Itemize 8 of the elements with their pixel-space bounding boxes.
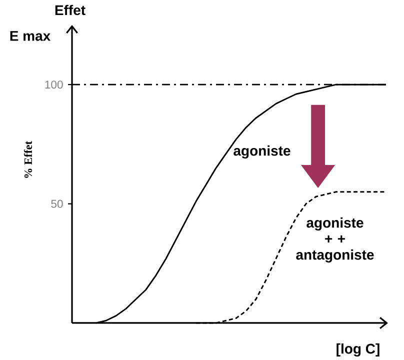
y-tick-label: 50	[51, 200, 63, 208]
text: E max	[10, 31, 50, 41]
series-label: agoniste + + antagoniste	[296, 217, 374, 263]
chart-title: Effet	[55, 4, 86, 16]
x-axis-title: [log C]	[336, 343, 380, 357]
y-tick-label: 100	[45, 80, 63, 89]
series-label: agoniste	[234, 145, 290, 159]
y-axis-title: % Effet	[24, 141, 32, 178]
